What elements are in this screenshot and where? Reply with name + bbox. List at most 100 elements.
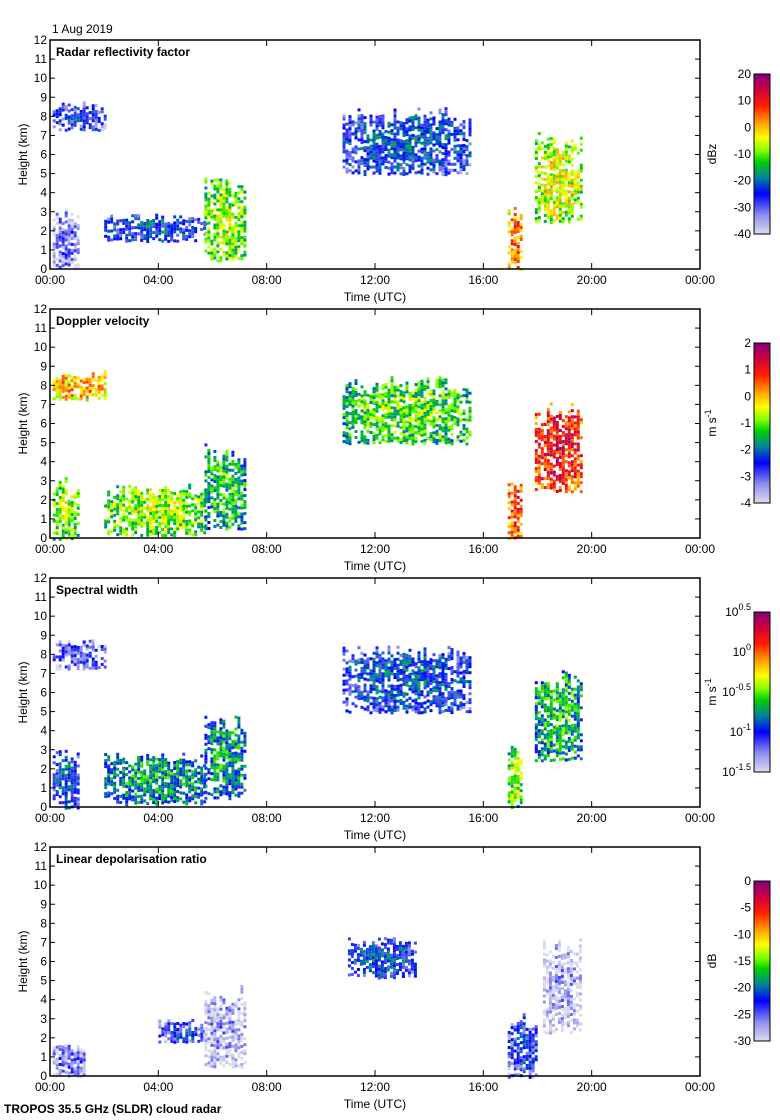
heatmap-cell bbox=[243, 214, 247, 218]
heatmap-cell bbox=[161, 795, 165, 799]
heatmap-cell bbox=[234, 739, 238, 743]
heatmap-cell bbox=[468, 154, 472, 158]
heatmap-cell bbox=[197, 777, 201, 781]
heatmap-cell bbox=[375, 706, 379, 710]
heatmap-cell bbox=[231, 779, 235, 783]
heatmap-cell bbox=[576, 454, 580, 458]
heatmap-cell bbox=[119, 499, 123, 503]
heatmap-cell bbox=[176, 494, 180, 498]
heatmap-cell bbox=[243, 734, 247, 738]
heatmap-cell bbox=[507, 501, 511, 505]
heatmap-cell bbox=[207, 726, 211, 730]
heatmap-cell bbox=[213, 504, 217, 507]
heatmap-cell bbox=[207, 482, 211, 485]
heatmap-cell bbox=[91, 657, 95, 661]
heatmap-cell bbox=[423, 120, 427, 124]
heatmap-cell bbox=[441, 692, 445, 696]
heatmap-cell bbox=[396, 699, 400, 703]
heatmap-cell bbox=[342, 679, 346, 683]
heatmap-cell bbox=[146, 778, 150, 782]
heatmap-cell bbox=[167, 531, 171, 535]
heatmap-cell bbox=[228, 519, 232, 523]
heatmap-cell bbox=[444, 702, 448, 706]
heatmap-cell bbox=[390, 379, 394, 383]
heatmap-cell bbox=[61, 496, 65, 500]
heatmap-cell bbox=[369, 117, 373, 121]
y-tick-label: 3 bbox=[40, 474, 47, 488]
heatmap-cell bbox=[204, 778, 208, 782]
heatmap-cell bbox=[179, 221, 183, 225]
heatmap-cell bbox=[200, 522, 204, 526]
heatmap-cell bbox=[128, 764, 132, 768]
heatmap-cell bbox=[134, 531, 138, 535]
heatmap-cell bbox=[513, 789, 517, 793]
heatmap-cell bbox=[549, 402, 553, 406]
heatmap-cell bbox=[450, 162, 454, 166]
heatmap-cell bbox=[534, 696, 538, 700]
heatmap-cell bbox=[411, 684, 415, 688]
heatmap-cell bbox=[576, 445, 580, 449]
heatmap-cell bbox=[240, 740, 244, 744]
heatmap-cell bbox=[161, 498, 165, 501]
heatmap-cell bbox=[67, 640, 71, 644]
heatmap-cell bbox=[423, 441, 427, 445]
heatmap-cell bbox=[390, 672, 394, 676]
heatmap-cell bbox=[345, 414, 349, 418]
heatmap-cell bbox=[173, 513, 177, 517]
heatmap-cell bbox=[231, 504, 235, 508]
heatmap-cell bbox=[411, 115, 415, 119]
heatmap-cell bbox=[225, 738, 229, 742]
heatmap-cell bbox=[417, 140, 421, 144]
heatmap-cell bbox=[570, 403, 574, 407]
heatmap-cell bbox=[67, 779, 71, 783]
heatmap-cell bbox=[225, 257, 229, 261]
heatmap-cell bbox=[405, 133, 409, 137]
heatmap-cell bbox=[164, 800, 168, 803]
heatmap-cell bbox=[243, 235, 247, 239]
heatmap-cell bbox=[228, 764, 232, 768]
heatmap-cell bbox=[137, 789, 141, 792]
heatmap-cell bbox=[119, 234, 123, 238]
heatmap-cell bbox=[432, 422, 436, 426]
heatmap-cell bbox=[462, 168, 466, 171]
heatmap-cell bbox=[170, 772, 174, 776]
heatmap-cell bbox=[429, 709, 433, 713]
heatmap-cell bbox=[519, 795, 523, 799]
heatmap-cell bbox=[429, 129, 433, 133]
heatmap-cell bbox=[354, 683, 358, 687]
heatmap-cell bbox=[432, 404, 436, 408]
heatmap-cell bbox=[219, 793, 223, 797]
heatmap-cell bbox=[408, 164, 412, 168]
heatmap-cell bbox=[210, 209, 214, 213]
heatmap-cell bbox=[387, 424, 391, 428]
heatmap-cell bbox=[444, 387, 448, 391]
heatmap-cell bbox=[152, 771, 156, 775]
heatmap-cell bbox=[462, 126, 466, 129]
heatmap-cell bbox=[546, 432, 550, 436]
heatmap-cell bbox=[384, 710, 388, 714]
heatmap-cell bbox=[375, 385, 379, 389]
heatmap-cell bbox=[444, 155, 448, 159]
heatmap-cell bbox=[207, 221, 211, 225]
heatmap-cell bbox=[345, 682, 349, 686]
heatmap-cell bbox=[570, 178, 574, 182]
heatmap-cell bbox=[360, 403, 364, 407]
heatmap-cell bbox=[447, 141, 451, 145]
heatmap-cell bbox=[70, 660, 74, 664]
heatmap-cell bbox=[513, 530, 517, 534]
heatmap-cell bbox=[513, 747, 517, 751]
heatmap-cell bbox=[204, 748, 208, 752]
heatmap-cell bbox=[381, 696, 385, 700]
heatmap-cell bbox=[155, 519, 159, 523]
heatmap-cell bbox=[342, 646, 346, 650]
heatmap-cell bbox=[219, 526, 223, 529]
heatmap-cell bbox=[411, 418, 415, 422]
cloud-feature bbox=[534, 132, 583, 225]
heatmap-cell bbox=[82, 390, 86, 393]
heatmap-cell bbox=[219, 745, 223, 749]
heatmap-cell bbox=[213, 501, 217, 504]
heatmap-cell bbox=[366, 696, 370, 700]
heatmap-cell bbox=[393, 111, 397, 115]
heatmap-cell bbox=[558, 195, 562, 199]
heatmap-cell bbox=[417, 426, 421, 430]
